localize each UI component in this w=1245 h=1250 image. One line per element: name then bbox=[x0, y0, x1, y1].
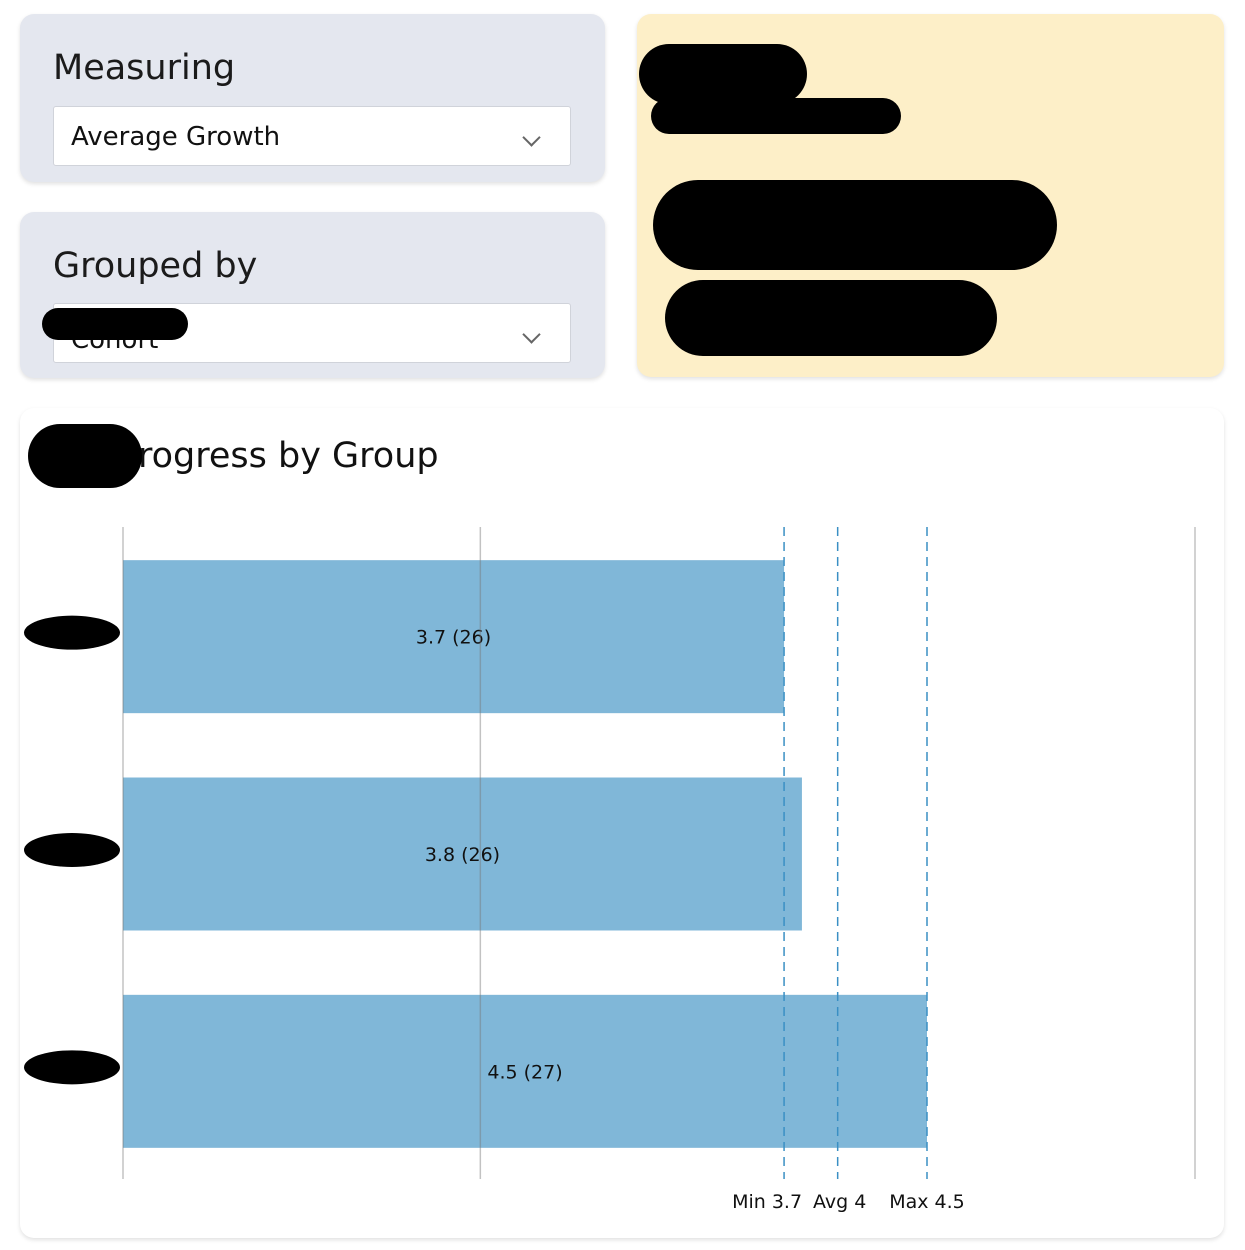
redaction bbox=[24, 833, 120, 867]
data-label: 3.8 (26) bbox=[425, 844, 500, 866]
info-card bbox=[637, 14, 1224, 377]
data-label: 4.5 (27) bbox=[487, 1061, 562, 1083]
measuring-title: Measuring bbox=[53, 48, 236, 88]
bar bbox=[123, 560, 785, 714]
redaction bbox=[42, 308, 188, 340]
reference-label: Max 4.5 bbox=[889, 1191, 965, 1213]
redaction bbox=[24, 615, 120, 650]
measuring-select[interactable]: Average Growth bbox=[53, 106, 571, 166]
reference-label: Avg 4 bbox=[813, 1191, 866, 1213]
chevron-down-icon bbox=[522, 325, 541, 344]
bar bbox=[123, 777, 802, 931]
grouped-by-title: Grouped by bbox=[53, 246, 258, 286]
bar bbox=[123, 994, 927, 1148]
bar-chart: 3.7 (26) 3.8 (26) 4.5 (27) Min 3.7 Avg 4 Max … bbox=[24, 527, 1196, 1213]
chevron-down-icon bbox=[522, 128, 541, 147]
redaction bbox=[28, 424, 142, 488]
grouped-by-card: Grouped by Cohort bbox=[20, 212, 605, 378]
chart-title: rogress by Group bbox=[138, 436, 439, 476]
redaction bbox=[665, 280, 997, 356]
reference-label: Min 3.7 bbox=[732, 1191, 802, 1213]
redaction bbox=[651, 98, 901, 134]
data-label: 3.7 (26) bbox=[416, 627, 491, 649]
measuring-card: Measuring Average Growth bbox=[20, 14, 605, 182]
redaction bbox=[653, 180, 1057, 270]
measuring-value: Average Growth bbox=[71, 122, 281, 152]
chart-card: rogress by Group 3.7 (26) 3.8 (26) 4.5 (27… bbox=[20, 408, 1224, 1238]
redaction bbox=[24, 1050, 120, 1085]
redaction bbox=[639, 44, 807, 104]
